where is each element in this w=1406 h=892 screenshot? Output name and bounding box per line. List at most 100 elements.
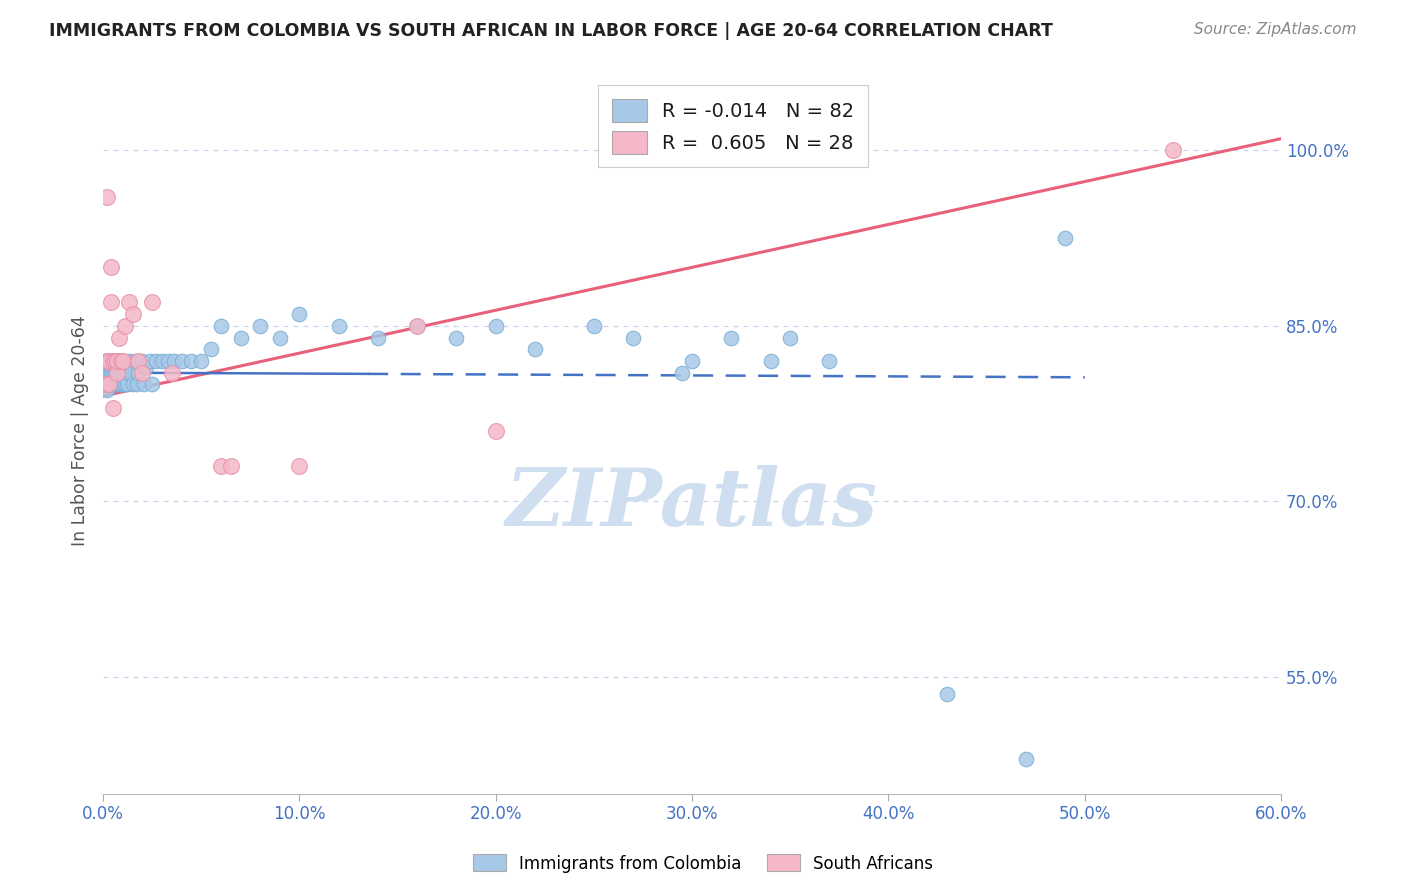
Text: ZIPatlas: ZIPatlas [506,465,879,542]
Legend: Immigrants from Colombia, South Africans: Immigrants from Colombia, South Africans [465,847,941,880]
Point [117,354,139,368]
Point [139,354,162,368]
Point [367,330,389,344]
Point [135,359,157,374]
Point [96,354,118,368]
Point [209,318,232,333]
Point [94,377,117,392]
Point [124,354,146,368]
Point [101,401,124,415]
Point [170,354,193,368]
Point [145,354,167,368]
Point [121,377,143,392]
Point [104,354,127,368]
Point [104,377,127,392]
Point [156,354,179,368]
Point [1161,144,1184,158]
Point [100,377,122,392]
Point [96,371,118,385]
Point [105,377,128,392]
Point [105,354,128,368]
Point [105,366,128,380]
Point [108,377,131,392]
Point [94,377,117,392]
Point [125,377,148,392]
Point [150,354,173,368]
Point [98,359,121,374]
Point [101,377,124,392]
Point [100,366,122,380]
Point [779,330,801,344]
Point [141,377,163,392]
Point [406,318,429,333]
Point [100,377,122,392]
Point [141,295,163,310]
Point [111,354,134,368]
Point [108,330,131,344]
Point [200,343,222,357]
Legend: R = -0.014   N = 82, R =  0.605   N = 28: R = -0.014 N = 82, R = 0.605 N = 28 [599,86,869,168]
Point [818,354,841,368]
Text: Source: ZipAtlas.com: Source: ZipAtlas.com [1194,22,1357,37]
Point [111,366,134,380]
Point [485,318,508,333]
Point [111,377,134,392]
Point [1015,751,1038,765]
Point [101,354,124,368]
Point [111,354,134,368]
Point [96,377,118,392]
Point [94,366,117,380]
Point [105,354,128,368]
Point [485,424,508,438]
Point [288,459,311,474]
Point [98,371,121,385]
Point [104,359,127,374]
Point [120,366,142,380]
Point [131,366,153,380]
Point [936,687,959,701]
Point [219,459,242,474]
Point [108,366,131,380]
Point [134,377,156,392]
Point [621,330,644,344]
Point [114,318,136,333]
Point [100,366,122,380]
Point [163,354,186,368]
Point [101,377,124,392]
Point [117,295,139,310]
Point [100,260,122,275]
Point [229,330,252,344]
Point [110,354,132,368]
Point [105,366,128,380]
Point [269,330,291,344]
Point [127,366,149,380]
Point [98,377,121,392]
Point [98,377,121,392]
Point [101,354,124,368]
Point [98,354,121,368]
Point [100,354,122,368]
Point [110,377,132,392]
Point [681,354,703,368]
Point [190,354,212,368]
Point [115,377,138,392]
Point [328,318,350,333]
Point [114,359,136,374]
Point [94,354,117,368]
Point [180,354,202,368]
Point [96,359,118,374]
Point [101,366,124,380]
Point [127,354,149,368]
Point [524,343,547,357]
Point [100,295,122,310]
Point [98,354,121,368]
Point [104,354,127,368]
Point [288,307,311,321]
Text: IMMIGRANTS FROM COLOMBIA VS SOUTH AFRICAN IN LABOR FORCE | AGE 20-64 CORRELATION: IMMIGRANTS FROM COLOMBIA VS SOUTH AFRICA… [49,22,1053,40]
Point [110,366,132,380]
Point [121,307,143,321]
Point [671,366,693,380]
Point [249,318,271,333]
Point [720,330,742,344]
Point [1053,231,1076,245]
